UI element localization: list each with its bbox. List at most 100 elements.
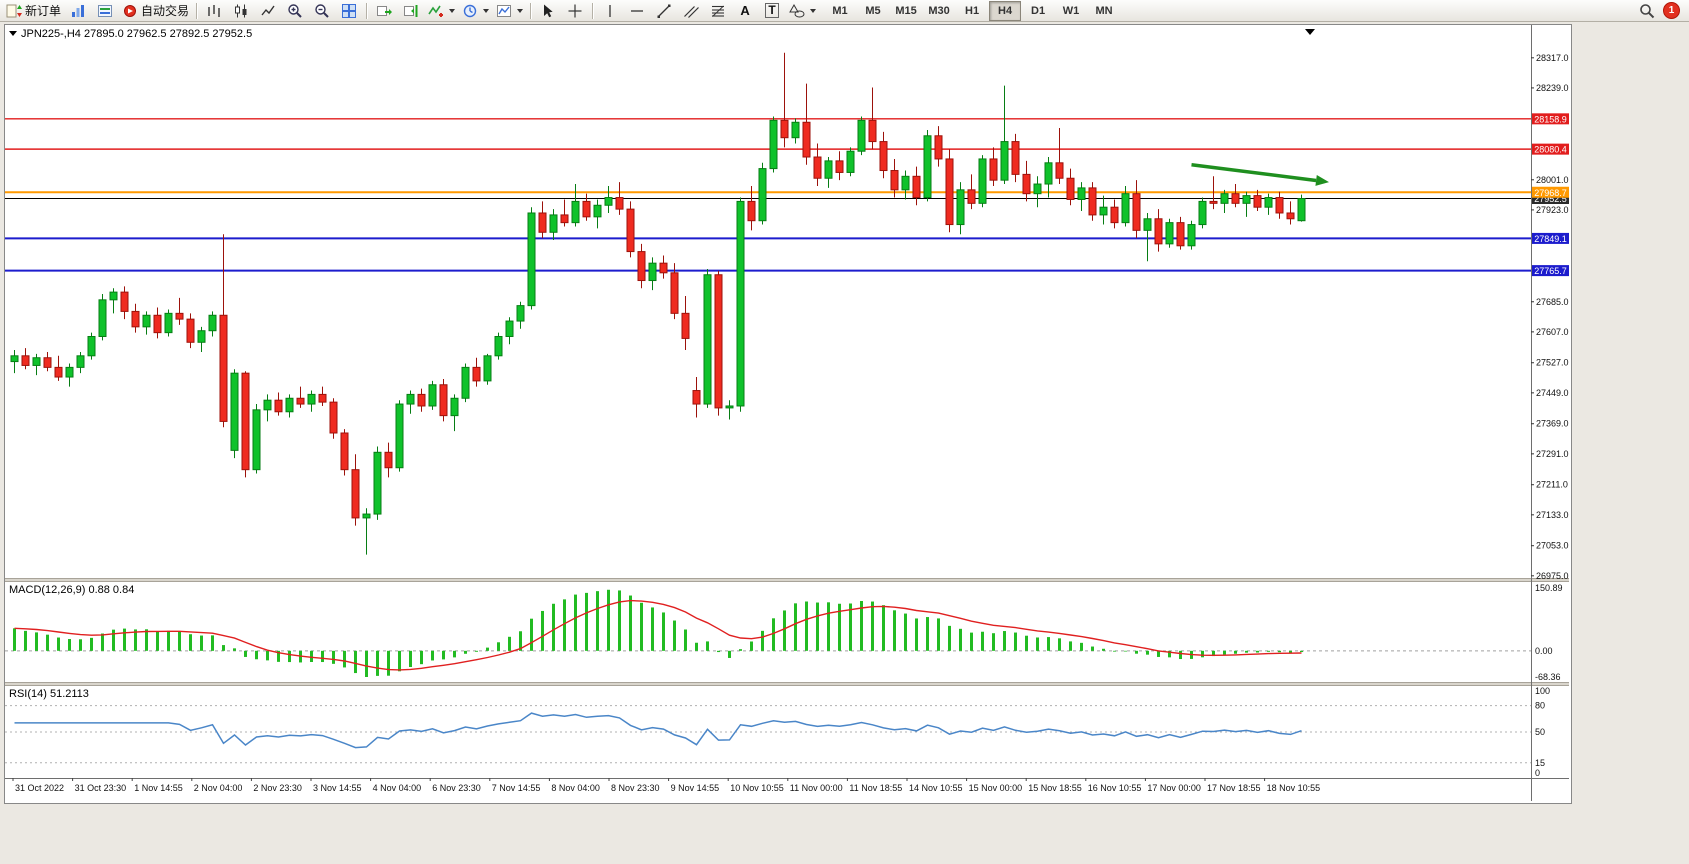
- auto-trading-button[interactable]: 自动交易: [119, 0, 192, 22]
- bar-chart-type-button[interactable]: [201, 0, 227, 22]
- toolbar-separator: [592, 2, 594, 19]
- crosshair-button[interactable]: [562, 0, 588, 22]
- tile-windows-button[interactable]: [336, 0, 362, 22]
- svg-text:15: 15: [1535, 758, 1545, 768]
- quick-trade-dropdown-icon: [1305, 29, 1315, 35]
- toolbar: 新订单 自动交易: [0, 0, 1689, 22]
- zoom-out-button[interactable]: [309, 0, 335, 22]
- tf-button-M30[interactable]: M30: [928, 4, 950, 17]
- vertical-line-icon: [602, 3, 618, 19]
- svg-text:27053.0: 27053.0: [1536, 541, 1569, 551]
- svg-text:15 Nov 00:00: 15 Nov 00:00: [969, 783, 1023, 793]
- horizontal-line-button[interactable]: [624, 0, 650, 22]
- svg-text:50: 50: [1535, 727, 1545, 737]
- tf-button-H1[interactable]: H1: [965, 4, 980, 17]
- svg-text:0: 0: [1535, 768, 1540, 778]
- trendline-button[interactable]: [651, 0, 677, 22]
- cursor-button[interactable]: [535, 0, 561, 22]
- search-button[interactable]: [1634, 0, 1660, 22]
- channel-button[interactable]: [678, 0, 704, 22]
- chart-shift-button[interactable]: [398, 0, 424, 22]
- horizontal-line-icon: [629, 3, 645, 19]
- auto-scroll-button[interactable]: [371, 0, 397, 22]
- macd-signal-line: [14, 599, 1302, 671]
- fibonacci-icon: [710, 3, 726, 19]
- toolbar-separator: [530, 2, 532, 19]
- chevron-down-icon: [517, 8, 524, 13]
- periods-button[interactable]: [459, 0, 492, 22]
- templates-button[interactable]: [493, 0, 526, 22]
- chart-area[interactable]: MACD(12,26,9) 0.88 0.84 150.89 0.00 -68.36 R…: [4, 24, 1572, 804]
- price-badge-28080.4: [1532, 143, 1569, 155]
- svg-text:27923.0: 27923.0: [1536, 205, 1569, 215]
- svg-text:27369.0: 27369.0: [1536, 419, 1569, 429]
- indicators-button[interactable]: [425, 0, 458, 22]
- svg-text:8 Nov 04:00: 8 Nov 04:00: [551, 783, 600, 793]
- svg-text:1 Nov 14:55: 1 Nov 14:55: [134, 783, 183, 793]
- candlestick-type-button[interactable]: [228, 0, 254, 22]
- text-tool-icon: A: [740, 3, 750, 18]
- new-order-button[interactable]: 新订单: [3, 0, 64, 22]
- svg-text:7 Nov 14:55: 7 Nov 14:55: [492, 783, 541, 793]
- svg-text:17 Nov 00:00: 17 Nov 00:00: [1147, 783, 1201, 793]
- svg-text:3 Nov 14:55: 3 Nov 14:55: [313, 783, 362, 793]
- chart-svg[interactable]: MACD(12,26,9) 0.88 0.84 150.89 0.00 -68.36 R…: [5, 25, 1569, 801]
- tf-button-D1[interactable]: D1: [1031, 4, 1046, 17]
- line-chart-type-icon: [260, 3, 276, 19]
- shapes-icon: [789, 3, 805, 19]
- tf-button-W1[interactable]: W1: [1062, 4, 1080, 17]
- candlestick-type-icon: [233, 3, 249, 19]
- toolbar-separator: [366, 2, 368, 19]
- notification-badge[interactable]: 1: [1663, 2, 1680, 19]
- svg-text:31 Oct 23:30: 31 Oct 23:30: [75, 783, 127, 793]
- svg-text:31 Oct 2022: 31 Oct 2022: [15, 783, 64, 793]
- price-badge-27765.7: [1532, 265, 1569, 277]
- market-watch-button[interactable]: [92, 0, 118, 22]
- zoom-in-icon: [287, 3, 303, 19]
- new-order-label: 新订单: [25, 4, 62, 18]
- svg-text:27527.0: 27527.0: [1536, 358, 1569, 368]
- shapes-button[interactable]: [786, 0, 819, 22]
- tf-button-M5[interactable]: M5: [865, 4, 881, 17]
- zoom-in-button[interactable]: [282, 0, 308, 22]
- tf-button-H4[interactable]: H4: [989, 0, 1022, 21]
- svg-text:14 Nov 10:55: 14 Nov 10:55: [909, 783, 963, 793]
- svg-text:28158.9: 28158.9: [1534, 114, 1567, 124]
- svg-text:27607.0: 27607.0: [1536, 327, 1569, 337]
- svg-text:9 Nov 14:55: 9 Nov 14:55: [671, 783, 720, 793]
- bar-chart-type-icon: [206, 3, 222, 19]
- tile-windows-icon: [341, 3, 357, 19]
- svg-text:15 Nov 18:55: 15 Nov 18:55: [1028, 783, 1082, 793]
- svg-text:17 Nov 18:55: 17 Nov 18:55: [1207, 783, 1261, 793]
- search-icon: [1639, 3, 1655, 19]
- chart-shift-icon: [403, 3, 419, 19]
- vertical-line-button[interactable]: [597, 0, 623, 22]
- svg-text:27849.1: 27849.1: [1534, 234, 1567, 244]
- macd-title: MACD(12,26,9) 0.88 0.84: [9, 584, 134, 596]
- fibonacci-button[interactable]: [705, 0, 731, 22]
- tf-button-M1[interactable]: M1: [832, 4, 848, 17]
- trendline-icon: [656, 3, 672, 19]
- indicators-icon: [428, 3, 444, 19]
- tf-button-MN[interactable]: MN: [1095, 4, 1113, 17]
- crosshair-icon: [567, 3, 583, 19]
- chevron-down-icon: [483, 8, 490, 13]
- price-badge-27968.7: [1532, 186, 1569, 198]
- charts-window-button[interactable]: [65, 0, 91, 22]
- text-label-tool-button[interactable]: T: [759, 0, 785, 22]
- line-chart-type-button[interactable]: [255, 0, 281, 22]
- trend-arrow: [1191, 162, 1317, 183]
- svg-text:2 Nov 04:00: 2 Nov 04:00: [194, 783, 243, 793]
- svg-text:28001.0: 28001.0: [1536, 175, 1569, 185]
- tf-button-M15[interactable]: M15: [895, 4, 917, 17]
- channel-icon: [683, 3, 699, 19]
- svg-text:18 Nov 10:55: 18 Nov 10:55: [1267, 783, 1321, 793]
- chart-title: JPN225-,H4 27895.0 27962.5 27892.5 27952…: [21, 28, 252, 40]
- text-tool-button[interactable]: A: [732, 0, 758, 22]
- symbol-menu-icon: [9, 31, 17, 36]
- svg-text:27952.5: 27952.5: [1534, 194, 1567, 204]
- svg-text:28239.0: 28239.0: [1536, 83, 1569, 93]
- price-badge-27849.1: [1532, 232, 1569, 244]
- svg-text:26975.0: 26975.0: [1536, 571, 1569, 581]
- svg-text:-68.36: -68.36: [1535, 672, 1561, 682]
